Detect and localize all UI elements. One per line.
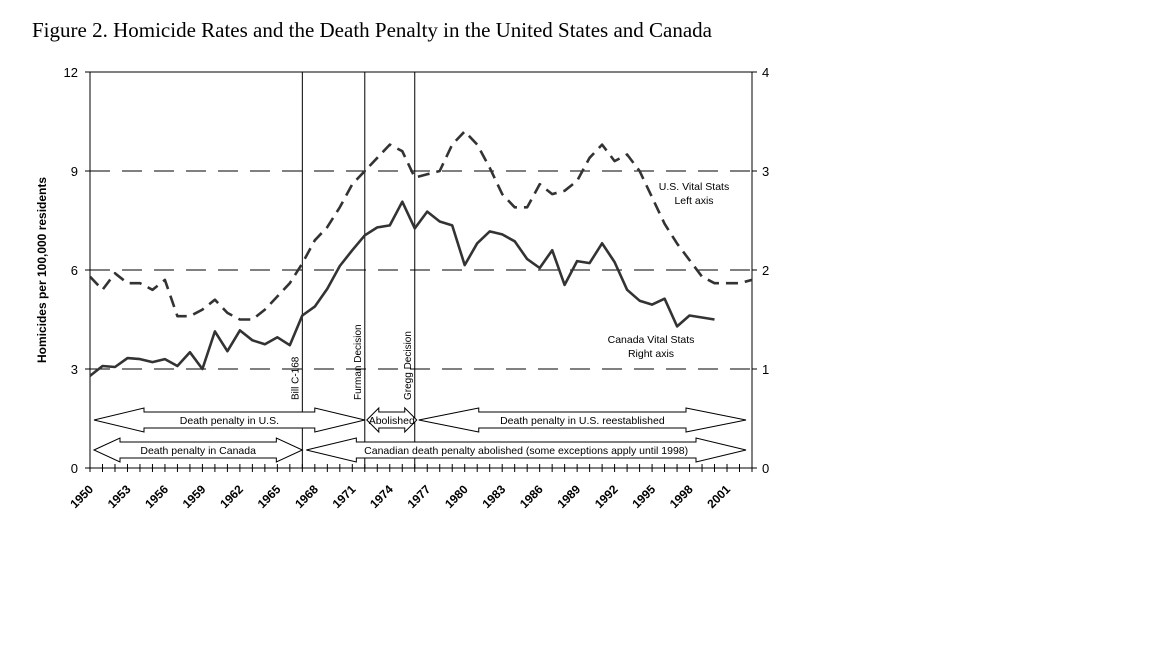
canada-death-penalty-arrow-label: Death penalty in Canada [140, 445, 256, 457]
left-tick-label: 3 [71, 362, 78, 377]
us-series-line [89, 130, 753, 321]
us-death-penalty-arrow [93, 407, 365, 433]
x-tick-label: 1977 [405, 482, 434, 511]
canada-abolished-arrow-label: Canadian death penalty abolished (some e… [364, 445, 688, 457]
left-tick-label: 6 [71, 263, 78, 278]
x-tick-label: 1998 [667, 482, 696, 511]
x-tick-label: 1983 [480, 482, 509, 511]
us-axis-note: Left axis [674, 195, 713, 207]
right-tick-label: 2 [762, 263, 769, 278]
event-label: Gregg Decision [403, 331, 414, 400]
period-arrows: Death penalty in U.S. Abolished Death pena… [92, 406, 747, 463]
right-tick-label: 3 [762, 164, 769, 179]
right-y-axis: 0 1 2 3 4 [752, 65, 769, 476]
x-tick-label: 1974 [367, 482, 396, 511]
canada-abolished-arrow [306, 437, 747, 463]
x-tick-label: 1959 [180, 482, 209, 511]
gridlines [90, 170, 752, 370]
left-y-axis: 0 3 6 9 12 [64, 65, 90, 476]
canada-axis-note: Right axis [628, 348, 674, 360]
left-tick-label: 9 [71, 164, 78, 179]
us-series-label: U.S. Vital Stats [659, 181, 729, 193]
us-reestablished-arrow [418, 407, 747, 433]
x-tick-label: 1962 [217, 482, 246, 511]
x-tick-label: 1989 [554, 482, 583, 511]
series-lines [89, 130, 753, 377]
figure-title: Figure 2. Homicide Rates and the Death P… [32, 18, 712, 42]
x-tick-label: 2001 [704, 482, 733, 511]
abolished-arrow [366, 406, 418, 434]
event-lines: Bill C-168 Furman Decision Gregg Decision [290, 72, 416, 468]
abolished-arrow-label: Abolished [369, 415, 415, 427]
x-tick-label: 1968 [292, 482, 321, 511]
left-tick-label: 12 [64, 65, 78, 80]
event-label: Furman Decision [353, 324, 364, 400]
right-tick-label: 0 [762, 461, 769, 476]
x-tick-label: 1965 [255, 482, 284, 511]
series-annotations: U.S. Vital Stats Left axis Canada Vital St… [608, 181, 730, 360]
y-axis-label: Homicides per 100,000 residents [35, 177, 49, 363]
x-tick-label: 1950 [67, 482, 96, 511]
x-tick-label: 1992 [592, 482, 621, 511]
right-tick-label: 1 [762, 362, 769, 377]
us-death-penalty-arrow-label: Death penalty in U.S. [180, 415, 279, 427]
left-tick-label: 0 [71, 461, 78, 476]
us-reestablished-arrow-label: Death penalty in U.S. reestablished [500, 415, 665, 427]
event-label: Bill C-168 [290, 356, 301, 400]
right-tick-label: 4 [762, 65, 769, 80]
x-tick-label: 1956 [142, 482, 171, 511]
x-tick-label: 1986 [517, 482, 546, 511]
canada-series-line [89, 200, 715, 377]
x-tick-label: 1980 [442, 482, 471, 511]
x-axis: 1950 1953 1956 1959 1962 1965 1968 1971 1974 1977… [67, 464, 753, 511]
x-tick-label: 1953 [105, 482, 134, 511]
x-tick-label: 1995 [629, 482, 658, 511]
canada-series-label: Canada Vital Stats [608, 334, 695, 346]
canada-death-penalty-arrow [92, 437, 304, 463]
x-tick-label: 1971 [330, 482, 359, 511]
